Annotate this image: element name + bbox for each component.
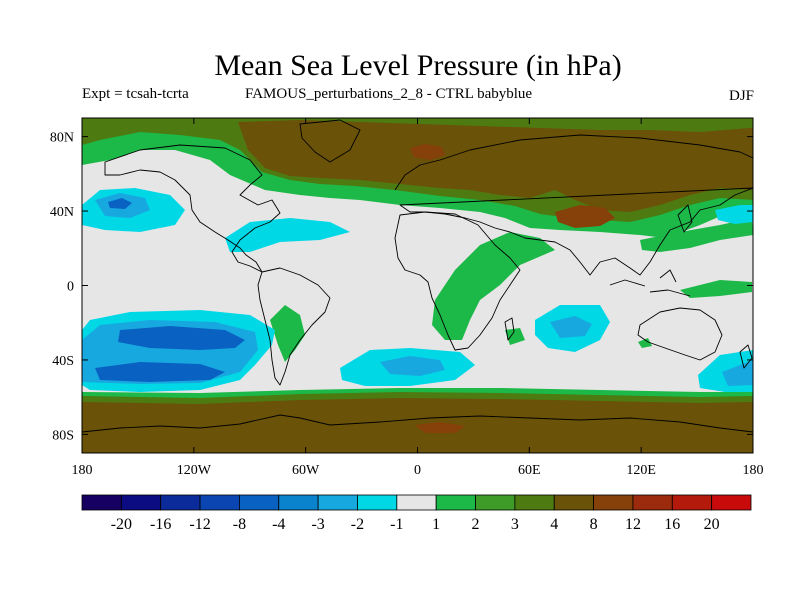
australia-positive-green — [638, 338, 652, 348]
coast-australia — [637, 307, 723, 361]
coast-eurasia — [394, 134, 753, 276]
colorbar-swatch — [435, 494, 476, 511]
comparison-label: FAMOUS_perturbations_2_8 - CTRL babyblue — [245, 86, 532, 102]
s-atlantic-negative-blue — [380, 356, 445, 376]
colorbar-label: -2 — [351, 516, 364, 533]
x-tick-label: 180 — [743, 463, 764, 478]
colorbar-label: 8 — [590, 516, 598, 533]
colorbar-label: 12 — [625, 516, 641, 533]
colorbar-label: -8 — [233, 516, 246, 533]
coast-japan — [677, 204, 693, 233]
colorbar-swatch — [396, 494, 437, 511]
colorbar-label: 4 — [550, 516, 558, 533]
y-tick-label: 80N — [50, 131, 74, 146]
n-atlantic-negative-cyan — [225, 218, 350, 252]
y-tick-label: 40S — [52, 354, 74, 369]
colorbar-swatch — [239, 494, 280, 511]
n-pacific-negative-core — [108, 198, 132, 209]
colorbar-swatch — [671, 494, 713, 511]
coast-madagascar — [504, 317, 515, 341]
asia-positive-red — [555, 205, 615, 228]
y-tick-label: 0 — [67, 280, 74, 295]
colorbar-swatch — [160, 494, 201, 511]
s-pacific-negative-dark — [118, 326, 245, 350]
latitude-axis: 80N 40N 0 40S 80S — [50, 131, 753, 443]
w-pacific-negative-cyan — [715, 205, 753, 224]
chart-title: Mean Sea Level Pressure (in hPa) — [214, 49, 621, 82]
colorbar: -20 -16 -12 -8 -4 -3 -2 -1 1 2 3 4 8 12 16 20 — [81, 494, 752, 533]
pressure-field — [82, 118, 753, 453]
antarctic-positive-red — [415, 422, 465, 433]
colorbar-label: -1 — [390, 516, 403, 533]
colorbar-swatch — [120, 494, 162, 511]
colorbar-label: -4 — [272, 516, 285, 533]
y-tick-label: 80S — [52, 428, 74, 443]
maritime-positive-green — [680, 280, 752, 298]
x-tick-label: 120W — [177, 463, 212, 478]
coastlines — [82, 119, 753, 433]
season-label: DJF — [729, 88, 754, 104]
colorbar-label: -3 — [311, 516, 324, 533]
colorbar-swatch — [593, 494, 634, 511]
arctic-positive-red — [410, 144, 445, 160]
colorbar-label: 1 — [432, 516, 440, 533]
coast-greenland — [299, 119, 361, 163]
s-america-positive-green — [270, 305, 305, 362]
colorbar-swatch — [199, 494, 240, 511]
x-tick-label: 60E — [518, 463, 541, 478]
colorbar-label: -20 — [111, 516, 132, 533]
colorbar-swatch — [278, 494, 319, 511]
colorbar-swatch — [81, 494, 122, 511]
colorbar-label: -12 — [189, 516, 210, 533]
expt-label: Expt = tcsah-tcrta — [82, 86, 189, 102]
madagascar-positive-green — [505, 328, 525, 345]
indian-negative-blue — [550, 316, 592, 338]
coast-africa — [394, 211, 521, 351]
coast-maritime — [609, 269, 691, 297]
x-tick-label: 0 — [414, 463, 421, 478]
longitude-axis: 180 120W 60W 0 60E 120E 180 — [72, 118, 764, 478]
x-tick-label: 180 — [72, 463, 93, 478]
colorbar-swatch — [553, 494, 594, 511]
colorbar-label: -16 — [150, 516, 171, 533]
s-pacific-negative-lower — [95, 362, 225, 382]
y-tick-label: 40N — [50, 205, 74, 220]
colorbar-swatch — [632, 494, 673, 511]
colorbar-label: 3 — [511, 516, 519, 533]
coast-north-america — [104, 144, 281, 273]
arctic-positive-brown — [238, 120, 753, 212]
colorbar-swatch — [514, 494, 555, 511]
colorbar-swatch — [357, 494, 398, 511]
coast-new-zealand — [739, 344, 753, 369]
asia-pacific-green — [640, 218, 753, 252]
africa-positive-green — [432, 232, 555, 340]
x-tick-label: 60W — [292, 463, 320, 478]
colorbar-swatch — [317, 494, 358, 511]
colorbar-label: 16 — [664, 516, 680, 533]
coast-antarctica — [82, 414, 753, 433]
colorbar-label: 2 — [472, 516, 480, 533]
colorbar-swatch — [711, 494, 752, 511]
x-tick-label: 120E — [626, 463, 656, 478]
colorbar-label: 20 — [704, 516, 720, 533]
coast-south-america — [257, 267, 331, 386]
colorbar-swatch — [475, 494, 516, 511]
